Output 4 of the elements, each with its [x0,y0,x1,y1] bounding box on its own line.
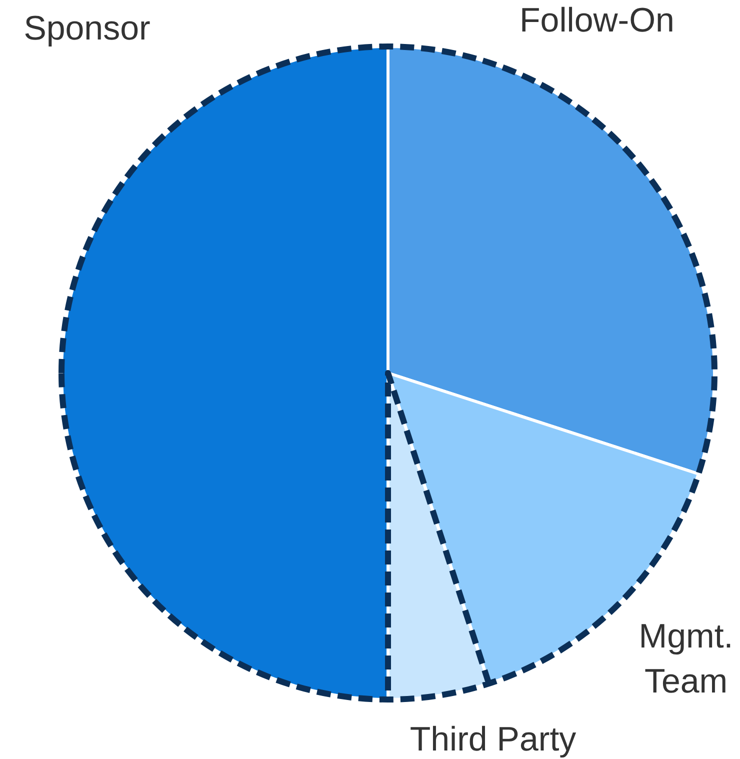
slice-label: Follow-On [520,1,674,40]
slice-label: Sponsor [24,9,150,48]
slice-label: Third Party [410,720,576,758]
slice-label: Mgmt. Team [638,617,734,700]
